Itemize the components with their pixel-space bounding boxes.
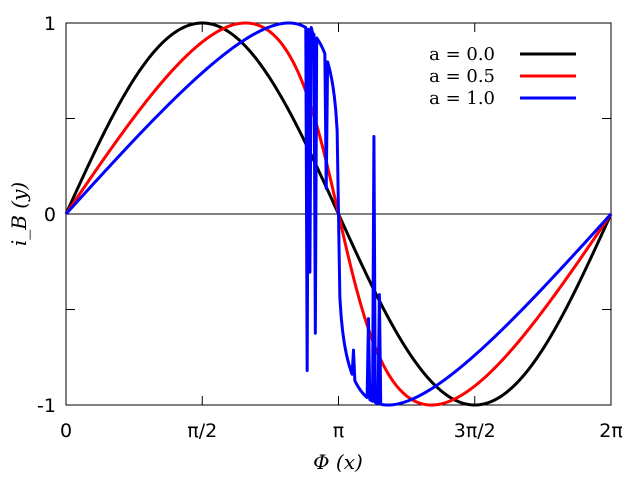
y-axis-ticks: 1 0 -1 xyxy=(37,13,611,417)
x-tick-label: 2π xyxy=(599,420,623,442)
y-tick-label: 1 xyxy=(44,13,56,35)
x-axis-ticks: 0 π/2 π 3π/2 2π xyxy=(60,23,623,442)
legend: a = 0.0a = 0.5a = 1.0 xyxy=(429,44,576,109)
x-tick-label: 3π/2 xyxy=(454,420,496,442)
x-tick-label: π xyxy=(333,420,344,442)
y-tick-label: 0 xyxy=(44,204,56,226)
y-axis-title: i_B (y) xyxy=(7,182,31,246)
legend-label: a = 0.0 xyxy=(429,44,495,65)
y-tick-label: -1 xyxy=(37,395,56,417)
series-line-2 xyxy=(64,21,613,407)
legend-label: a = 1.0 xyxy=(429,88,495,109)
x-tick-label: 0 xyxy=(60,420,72,442)
x-axis-title: Φ (x) xyxy=(313,450,363,474)
legend-label: a = 0.5 xyxy=(429,66,495,87)
x-tick-label: π/2 xyxy=(187,420,217,442)
series-lines xyxy=(64,21,613,407)
